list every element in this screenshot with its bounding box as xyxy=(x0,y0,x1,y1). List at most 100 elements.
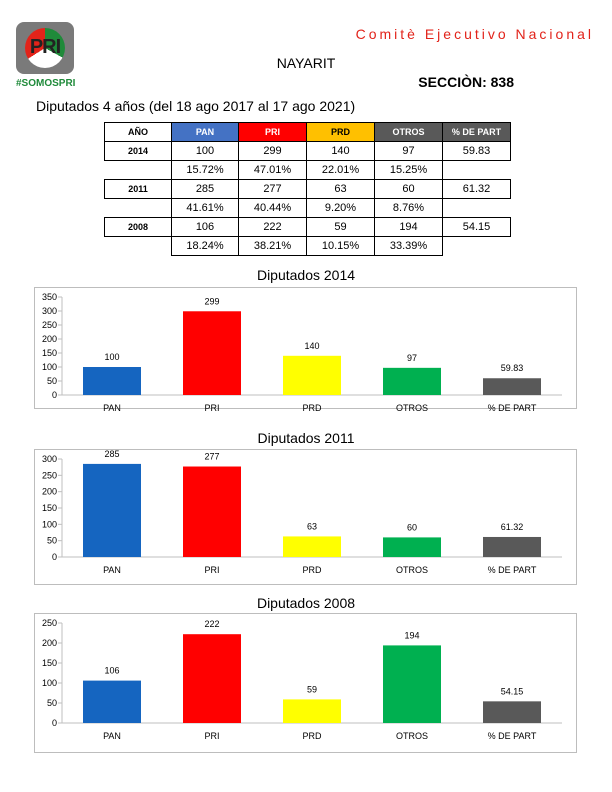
vote-cell: 277 xyxy=(238,179,307,199)
year-cell: 2014 xyxy=(104,141,172,161)
header-year: AÑO xyxy=(104,122,172,142)
chart-frame-2014 xyxy=(34,287,577,409)
chart-frame-2011 xyxy=(34,449,577,585)
table-row-percent: 41.61% 40.44% 9.20% 8.76% xyxy=(105,198,511,218)
category-label: PAN xyxy=(103,403,121,413)
table-row-percent: 15.72% 47.01% 22.01% 15.25% xyxy=(105,160,511,180)
data-label: 59.83 xyxy=(501,363,524,373)
state-title: NAYARIT xyxy=(276,55,336,71)
vote-cell: 59 xyxy=(306,217,375,237)
bar xyxy=(283,536,341,557)
participation-cell: 61.32 xyxy=(442,179,511,199)
participation-cell: 54.15 xyxy=(442,217,511,237)
data-label: 100 xyxy=(104,352,119,362)
data-label: 194 xyxy=(404,630,419,640)
y-tick-label: 350 xyxy=(42,292,57,302)
header-part: % DE PART xyxy=(442,122,511,142)
bar xyxy=(183,466,241,557)
data-label: 59 xyxy=(307,684,317,694)
data-label: 106 xyxy=(104,666,119,676)
y-tick-label: 50 xyxy=(47,536,57,546)
percent-cell: 8.76% xyxy=(374,198,443,218)
percent-cell: 22.01% xyxy=(306,160,375,180)
bar xyxy=(483,536,541,557)
participation-cell: 59.83 xyxy=(442,141,511,161)
category-label: OTROS xyxy=(396,565,428,575)
data-label: 277 xyxy=(204,452,219,462)
data-label: 299 xyxy=(204,296,219,306)
subtitle: Diputados 4 años (del 18 ago 2017 al 17 … xyxy=(36,98,356,114)
y-tick-label: 50 xyxy=(47,698,57,708)
header-prd: PRD xyxy=(306,122,375,142)
y-tick-label: 250 xyxy=(42,320,57,330)
category-label: PRD xyxy=(302,731,322,741)
data-label: 285 xyxy=(104,449,119,459)
chart-title-2014: Diputados 2014 xyxy=(256,267,356,283)
chart-title-2008: Diputados 2008 xyxy=(256,595,356,611)
year-cell: 2011 xyxy=(104,179,172,199)
y-tick-label: 100 xyxy=(42,678,57,688)
vote-cell: 222 xyxy=(238,217,307,237)
vote-cell: 140 xyxy=(306,141,375,161)
percent-cell: 33.39% xyxy=(374,236,443,256)
bar xyxy=(183,634,241,723)
vote-cell: 194 xyxy=(374,217,443,237)
y-tick-label: 100 xyxy=(42,519,57,529)
header-pan: PAN xyxy=(171,122,239,142)
data-label: 97 xyxy=(407,353,417,363)
percent-cell: 38.21% xyxy=(238,236,307,256)
bar xyxy=(283,355,341,395)
table-header-row: AÑO PAN PRI PRD OTROS % DE PART xyxy=(104,122,511,142)
bar xyxy=(83,680,141,723)
y-tick-label: 300 xyxy=(42,306,57,316)
table-row: 2011 285 277 63 60 61.32 xyxy=(104,179,511,199)
category-label: OTROS xyxy=(396,403,428,413)
y-tick-label: 150 xyxy=(42,348,57,358)
bar xyxy=(383,367,441,395)
table-row: 2008 106 222 59 194 54.15 xyxy=(104,217,511,237)
bar xyxy=(83,463,141,557)
data-label: 222 xyxy=(204,619,219,629)
data-label: 63 xyxy=(307,521,317,531)
bar xyxy=(283,699,341,723)
data-label: 54.15 xyxy=(501,686,524,696)
y-tick-label: 150 xyxy=(42,503,57,513)
vote-cell: 106 xyxy=(171,217,239,237)
y-tick-label: 0 xyxy=(52,718,57,728)
pri-logo: PRI xyxy=(16,22,74,74)
table-row-percent: 18.24% 38.21% 10.15% 33.39% xyxy=(105,236,511,256)
y-tick-label: 250 xyxy=(42,618,57,628)
data-label: 60 xyxy=(407,522,417,532)
logo-text: PRI xyxy=(29,36,61,58)
category-label: PRI xyxy=(204,403,219,413)
percent-cell: 18.24% xyxy=(171,236,239,256)
y-tick-label: 50 xyxy=(47,376,57,386)
category-label: % DE PART xyxy=(488,565,537,575)
y-tick-label: 200 xyxy=(42,638,57,648)
category-label: PRD xyxy=(302,403,322,413)
bar xyxy=(483,378,541,395)
category-label: PRI xyxy=(204,731,219,741)
table-row: 2014 100 299 140 97 59.83 xyxy=(104,141,511,161)
y-tick-label: 0 xyxy=(52,390,57,400)
vote-cell: 97 xyxy=(374,141,443,161)
logo-ring xyxy=(25,28,65,68)
y-tick-label: 0 xyxy=(52,552,57,562)
vote-cell: 100 xyxy=(171,141,239,161)
bar xyxy=(383,537,441,557)
category-label: PAN xyxy=(103,731,121,741)
y-tick-label: 100 xyxy=(42,362,57,372)
y-tick-label: 250 xyxy=(42,470,57,480)
category-label: OTROS xyxy=(396,731,428,741)
bar xyxy=(83,367,141,395)
bar xyxy=(483,701,541,723)
organization-name: Comitè Ejecutivo Nacional xyxy=(355,26,594,42)
header-pri: PRI xyxy=(238,122,307,142)
vote-cell: 63 xyxy=(306,179,375,199)
chart-frame-2008 xyxy=(34,613,577,753)
results-table: AÑO PAN PRI PRD OTROS % DE PART 2014 100 2… xyxy=(104,122,511,256)
y-tick-label: 150 xyxy=(42,658,57,668)
bar xyxy=(183,311,241,395)
category-label: PRI xyxy=(204,565,219,575)
